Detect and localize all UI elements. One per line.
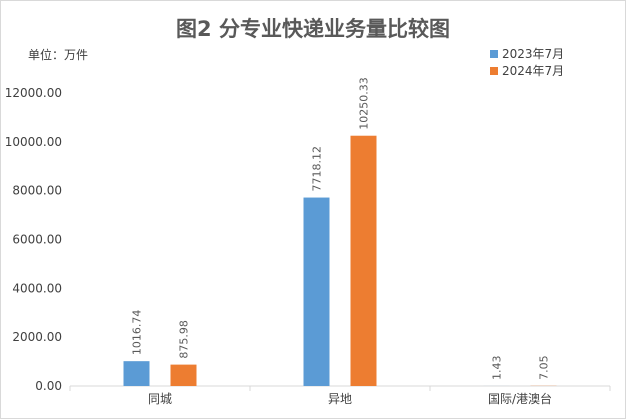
data-label: 10250.33 bbox=[358, 77, 371, 130]
bar-layer bbox=[123, 135, 557, 386]
bar bbox=[350, 135, 377, 386]
x-category-label: 同城 bbox=[148, 392, 172, 406]
y-tick-label: 4000.00 bbox=[12, 281, 62, 295]
y-tick-label: 2000.00 bbox=[12, 330, 62, 344]
legend-swatch bbox=[490, 67, 498, 75]
data-label: 7718.12 bbox=[311, 146, 324, 192]
y-tick-label: 12000.00 bbox=[5, 86, 62, 100]
y-tick-label: 8000.00 bbox=[12, 184, 62, 198]
data-label: 1.43 bbox=[491, 355, 504, 380]
bar bbox=[303, 197, 330, 386]
y-tick-label: 10000.00 bbox=[5, 135, 62, 149]
bar bbox=[170, 364, 197, 386]
legend-swatch bbox=[490, 50, 498, 58]
axis-layer: 0.00 2000.00 4000.00 6000.00 8000.00 10000.00… bbox=[5, 86, 611, 406]
data-label: 1016.74 bbox=[131, 310, 144, 356]
data-label: 875.98 bbox=[178, 320, 191, 359]
legend: 2023年7月 2024年7月 bbox=[490, 47, 564, 78]
bar bbox=[123, 361, 150, 386]
x-category-label: 国际/港澳台 bbox=[488, 391, 552, 406]
chart-title: 图2 分专业快递业务量比较图 bbox=[176, 17, 450, 41]
legend-label: 2024年7月 bbox=[502, 64, 564, 78]
x-category-label: 异地 bbox=[328, 392, 352, 406]
legend-label: 2023年7月 bbox=[502, 47, 564, 61]
unit-label: 单位：万件 bbox=[28, 47, 88, 62]
y-tick-label: 6000.00 bbox=[12, 233, 62, 247]
data-label: 7.05 bbox=[538, 355, 551, 380]
data-label-layer: 1016.74 7718.12 1.43 875.98 10250.33 7.05 bbox=[131, 77, 551, 380]
y-tick-label: 0.00 bbox=[35, 379, 62, 393]
